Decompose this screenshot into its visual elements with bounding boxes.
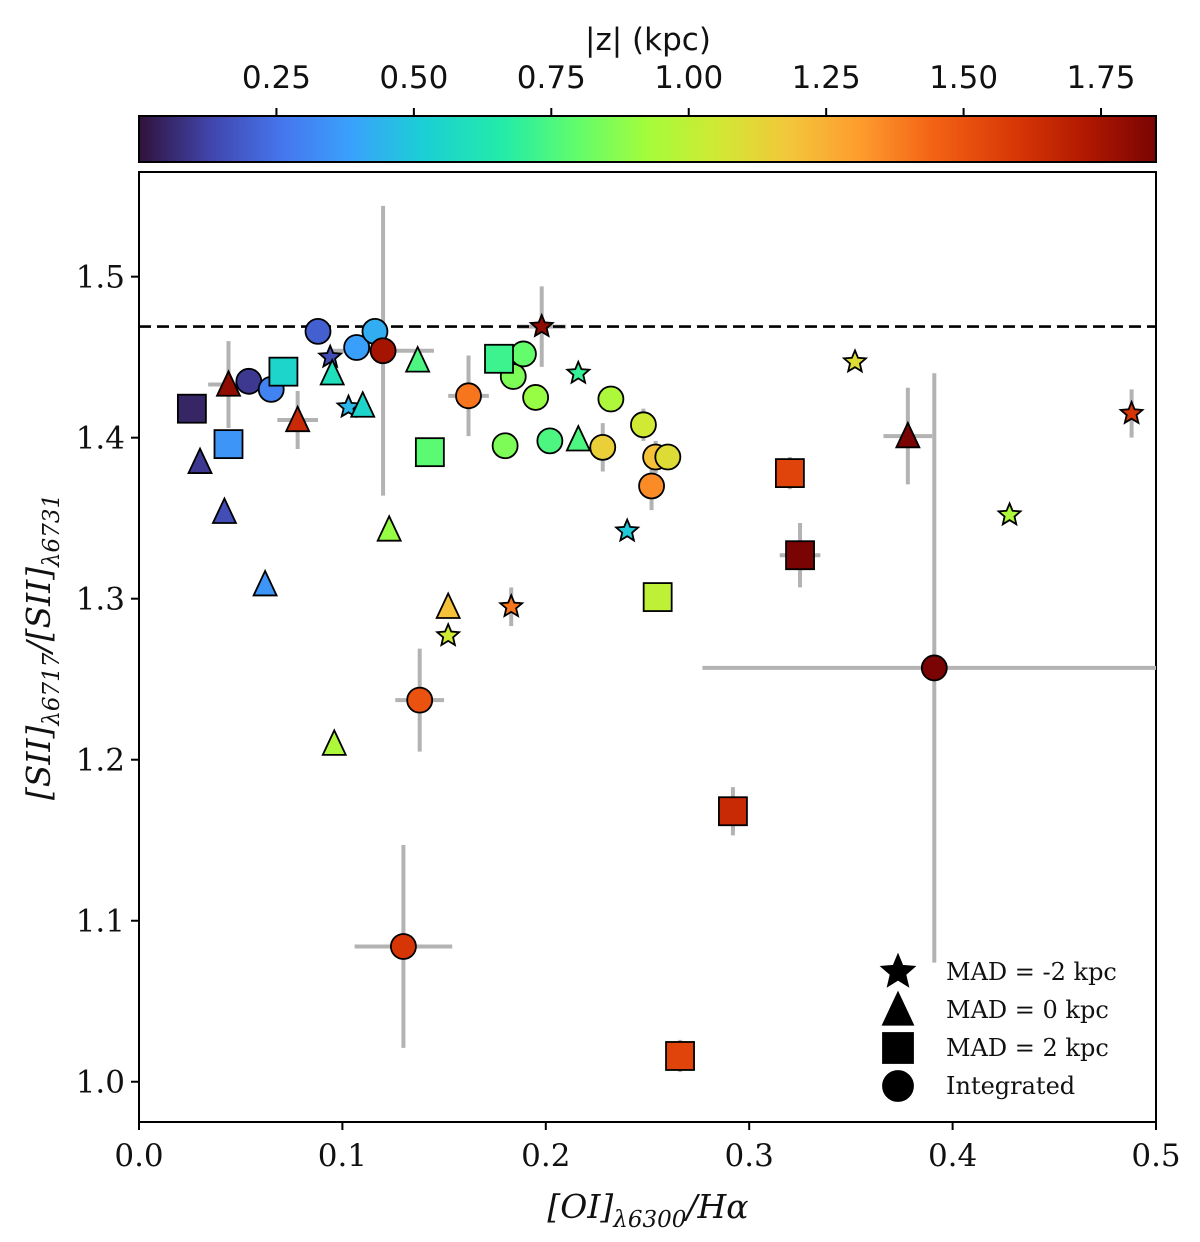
colorbar (138, 115, 1157, 163)
data-point-circle (455, 382, 482, 410)
data-point-circle (304, 318, 332, 345)
legend-marker-square (882, 1032, 914, 1064)
data-point-triangle (376, 514, 403, 542)
data-point-star (1118, 399, 1145, 425)
x-axis-label: [OI]λ6300/Hα (547, 1187, 748, 1233)
data-point-circle (343, 334, 371, 361)
legend-label: MAD = -2 kpc (946, 958, 1117, 986)
legend-label: MAD = 2 kpc (946, 1034, 1109, 1062)
colorbar-tick-label: 1.75 (1067, 60, 1136, 96)
data-point-triangle (565, 423, 592, 452)
data-point-star (434, 621, 462, 647)
data-point-triangle (404, 345, 431, 373)
colorbar-ticks: 0.25 0.50 0.75 1.00 1.25 1.50 1.75 (242, 60, 1136, 116)
data-point-square (718, 796, 748, 827)
y-tick-label: 1.5 (76, 260, 125, 296)
y-ticks: 1.0 1.1 1.2 1.3 1.4 1.5 (76, 260, 139, 1101)
data-point-triangle (284, 404, 311, 433)
data-point-circle (510, 340, 537, 368)
data-markers (176, 312, 1145, 1071)
data-point-circle (235, 367, 263, 395)
data-point-circle (597, 385, 625, 413)
data-point-circle (920, 654, 948, 682)
data-point-square (414, 437, 445, 468)
x-tick-label: 0.5 (1131, 1138, 1180, 1174)
data-point-circle (369, 337, 397, 365)
data-point-triangle (435, 591, 462, 619)
legend-marker-circle (882, 1070, 914, 1102)
data-point-circle (491, 432, 519, 460)
data-point-star (996, 501, 1023, 527)
data-point-circle (522, 384, 550, 411)
data-point-square (774, 458, 805, 489)
data-point-triangle (187, 446, 213, 474)
data-point-star (613, 517, 641, 543)
data-point-circle (536, 427, 564, 455)
y-tick-label: 1.3 (76, 582, 125, 618)
y-tick-label: 1.0 (76, 1065, 125, 1101)
colorbar-tick-label: 1.25 (792, 60, 861, 96)
x-ticks: 0.0 0.1 0.2 0.3 0.4 0.5 (114, 1122, 1181, 1174)
data-point-triangle (894, 420, 921, 449)
colorbar-tick-label: 0.50 (379, 60, 448, 96)
legend-label: Integrated (946, 1072, 1075, 1100)
data-point-triangle (215, 369, 242, 397)
data-point-circle (406, 686, 434, 714)
x-tick-label: 0.1 (318, 1138, 367, 1174)
data-point-triangle (321, 728, 348, 756)
data-point-circle (638, 472, 665, 500)
data-point-square (213, 429, 244, 460)
data-point-circle (630, 411, 657, 439)
data-point-square (484, 343, 514, 374)
x-tick-label: 0.4 (928, 1138, 977, 1174)
data-point-triangle (319, 357, 346, 386)
data-point-triangle (211, 496, 238, 524)
data-point-square (665, 1041, 695, 1071)
data-point-star (565, 359, 592, 385)
legend-marker-triangle (881, 990, 915, 1026)
legend-marker-star (879, 952, 917, 988)
x-tick-label: 0.0 (114, 1138, 163, 1174)
data-point-triangle (349, 390, 376, 418)
y-tick-label: 1.4 (76, 421, 125, 457)
y-tick-label: 1.1 (76, 904, 125, 940)
data-point-square (176, 393, 207, 424)
colorbar-tick-label: 0.75 (517, 60, 586, 96)
data-point-square (268, 356, 299, 387)
data-point-square (785, 540, 815, 571)
legend: MAD = -2 kpc MAD = 0 kpc MAD = 2 kpc Integr… (879, 952, 1117, 1102)
colorbar-tick-label: 1.00 (654, 60, 723, 96)
y-axis-label: [SII]λ6717/[SII]λ6731 (19, 494, 65, 800)
data-point-circle (390, 933, 417, 960)
data-point-circle (589, 433, 617, 461)
y-tick-label: 1.2 (76, 743, 125, 779)
colorbar-tick-label: 1.50 (929, 60, 998, 96)
data-point-triangle (252, 568, 279, 597)
x-tick-label: 0.3 (725, 1138, 774, 1174)
data-point-star (528, 312, 555, 338)
data-point-circle (654, 443, 682, 471)
legend-label: MAD = 0 kpc (946, 996, 1109, 1024)
colorbar-tick-label: 0.25 (242, 60, 311, 96)
data-point-star (841, 348, 869, 374)
data-point-star (498, 592, 525, 618)
data-point-square (642, 582, 673, 612)
colorbar-label: |z| (kpc) (585, 22, 711, 58)
x-tick-label: 0.2 (521, 1138, 570, 1174)
